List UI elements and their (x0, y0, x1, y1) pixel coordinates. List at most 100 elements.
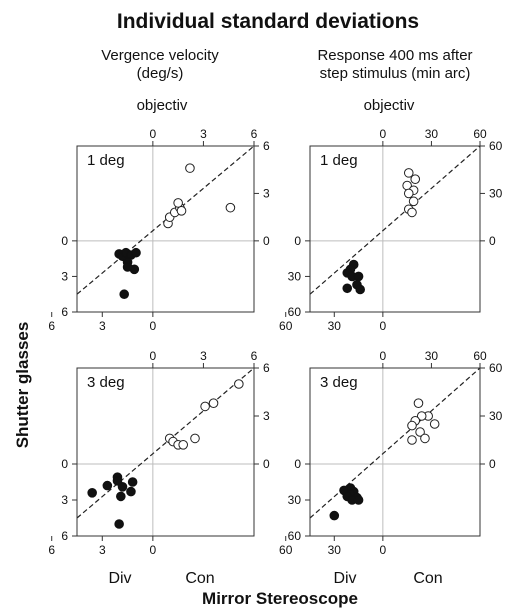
right-tick-label: 6 (263, 139, 270, 153)
panel-title: 3 deg (87, 374, 125, 391)
data-point-convergence (225, 202, 236, 213)
figure-title: Individual standard deviations (117, 10, 419, 33)
data-point-convergence (413, 398, 424, 409)
data-point-convergence (403, 188, 414, 199)
data-point-divergence (122, 262, 133, 272)
top-tick-label: 30 (425, 349, 439, 363)
panel-title: 3 deg (320, 374, 358, 391)
right-tick-label: 3 (263, 186, 270, 200)
top-tick-label: 60 (473, 349, 487, 363)
bottom-tick-label: 6 (48, 543, 55, 557)
right-tick-label: 3 (263, 409, 270, 423)
bottom-tick-label: 0 (150, 319, 157, 333)
bottom-tick-label: 0 (380, 319, 387, 333)
con-label-right: Con (413, 570, 442, 587)
data-point-divergence (353, 271, 364, 282)
plot-frame (76, 367, 255, 537)
panel-title: 1 deg (320, 152, 358, 169)
top-tick-label: 0 (150, 349, 157, 363)
top-tick-label: 0 (380, 127, 387, 141)
bottom-tick-label: 30 (328, 319, 342, 333)
bottom-tick-label: 60 (279, 543, 293, 557)
data-point-divergence (353, 495, 364, 505)
top-tick-label: 3 (200, 127, 207, 141)
data-point-convergence (416, 411, 427, 421)
data-point-convergence (407, 435, 417, 445)
right-tick-label: 0 (263, 457, 270, 471)
left-tick-label: 0 (294, 234, 301, 248)
div-label-left: Div (108, 570, 131, 587)
col1-title-line1: Vergence velocity (101, 47, 219, 64)
data-point-convergence (429, 419, 440, 429)
data-point-convergence (410, 174, 421, 184)
top-tick-label: 6 (251, 127, 258, 141)
bottom-tick-label: 60 (279, 319, 293, 333)
col2-title-line2: step stimulus (min arc) (320, 65, 471, 82)
data-point-convergence (200, 401, 210, 412)
right-tick-label: 6 (263, 361, 270, 375)
data-point-convergence (178, 440, 188, 450)
data-point-divergence (342, 283, 353, 294)
right-tick-label: 0 (489, 234, 496, 248)
panel-3: 0 6 0 6 3 3 3 3 6 0 6 0 3 deg (48, 349, 270, 557)
bottom-tick-label: 30 (328, 543, 342, 557)
top-tick-label: 60 (473, 127, 487, 141)
data-point-divergence (114, 519, 124, 529)
data-point-divergence (87, 488, 97, 498)
con-label-left: Con (185, 570, 214, 587)
right-tick-label: 30 (489, 186, 503, 200)
data-point-convergence (420, 433, 430, 444)
plot-frame (76, 145, 255, 313)
bottom-tick-label: 3 (99, 319, 106, 333)
plot-frame (309, 145, 481, 313)
left-tick-label: 6 (61, 305, 68, 319)
data-point-convergence (407, 420, 417, 431)
left-tick-label: 3 (61, 493, 68, 507)
bottom-tick-label: 0 (380, 543, 387, 557)
left-tick-label: 0 (61, 457, 68, 471)
data-point-divergence (102, 480, 113, 491)
data-point-convergence (403, 168, 414, 178)
data-point-convergence (234, 379, 244, 389)
data-point-divergence (119, 289, 129, 300)
panel-2: 0 60 0 60 30 30 30 30 60 0 60 0 1 deg (279, 127, 503, 333)
data-point-divergence (355, 284, 365, 295)
div-label-right: Div (333, 570, 356, 587)
col1-objectiv-label: objectiv (137, 97, 188, 114)
right-tick-label: 60 (489, 139, 503, 153)
identity-line (309, 367, 481, 519)
data-point-divergence (127, 477, 138, 487)
top-tick-label: 3 (200, 349, 207, 363)
left-tick-label: 30 (288, 269, 302, 283)
left-tick-label: 6 (61, 529, 68, 543)
top-tick-label: 6 (251, 349, 258, 363)
bottom-tick-label: 3 (99, 543, 106, 557)
right-tick-label: 0 (263, 234, 270, 248)
left-tick-label: 30 (288, 493, 302, 507)
y-axis-title: Shutter glasses (13, 322, 32, 449)
left-tick-label: 0 (294, 457, 301, 471)
data-point-divergence (117, 482, 128, 492)
data-point-convergence (415, 427, 425, 437)
identity-line (76, 367, 255, 519)
x-axis-title: Mirror Stereoscope (202, 589, 358, 608)
data-point-convergence (408, 196, 419, 207)
col2-title-line1: Response 400 ms after (317, 47, 472, 64)
panel-4: 0 60 0 60 30 30 30 30 60 0 60 0 3 deg (279, 349, 503, 557)
top-tick-label: 0 (150, 127, 157, 141)
data-point-convergence (173, 198, 183, 208)
data-point-convergence (407, 207, 417, 218)
data-point-divergence (329, 510, 340, 521)
panel-title: 1 deg (87, 152, 125, 169)
data-point-divergence (116, 491, 126, 502)
left-tick-label: 3 (61, 269, 68, 283)
left-tick-label: 60 (288, 305, 302, 319)
left-tick-label: 60 (288, 529, 302, 543)
data-point-convergence (185, 163, 195, 173)
data-point-convergence (190, 433, 200, 444)
bottom-tick-label: 0 (150, 543, 157, 557)
data-point-divergence (126, 486, 136, 497)
top-tick-label: 30 (425, 127, 439, 141)
